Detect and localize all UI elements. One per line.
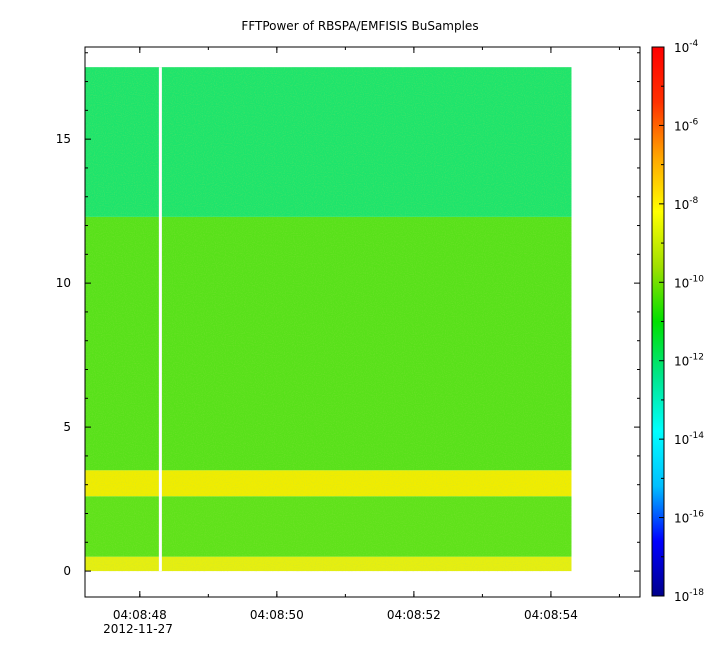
chart-title: FFTPower of RBSPA/EMFISIS BuSamples [241, 19, 478, 33]
y-tick-label: 0 [63, 564, 71, 578]
y-axis: 0 5 10 15 [56, 52, 640, 578]
plot-frame [84, 46, 641, 598]
colorbar-axis: 10-4 10-6 10-8 10-10 10-12 10-14 10-16 10-18 [659, 39, 704, 604]
colorbar-tick-label: 10-10 [674, 274, 704, 290]
x-tick-label: 04:08:50 [250, 608, 304, 622]
y-tick-label: 10 [56, 276, 71, 290]
y-tick-label: 5 [63, 420, 71, 434]
x-tick-label: 04:08:52 [387, 608, 441, 622]
heatmap-layer [85, 67, 572, 572]
colorbar-tick-label: 10-16 [674, 510, 704, 526]
date-label: 2012-11-27 [103, 622, 173, 636]
colorbar-tick-label: 10-12 [674, 353, 704, 369]
x-axis: 04:08:48 04:08:50 04:08:52 04:08:54 [113, 47, 620, 622]
colorbar-tick-label: 10-14 [674, 431, 704, 447]
data-gap [158, 67, 162, 572]
colorbar-tick-label: 10-6 [674, 117, 699, 133]
x-tick-label: 04:08:48 [113, 608, 167, 622]
colorbar-tick-label: 10-18 [674, 588, 704, 604]
colorbar-tick-label: 10-8 [674, 196, 699, 212]
colorbar-tick-label: 10-4 [674, 39, 699, 55]
x-tick-label: 04:08:54 [524, 608, 578, 622]
y-tick-label: 15 [56, 132, 71, 146]
spectrogram-noise [85, 67, 572, 572]
